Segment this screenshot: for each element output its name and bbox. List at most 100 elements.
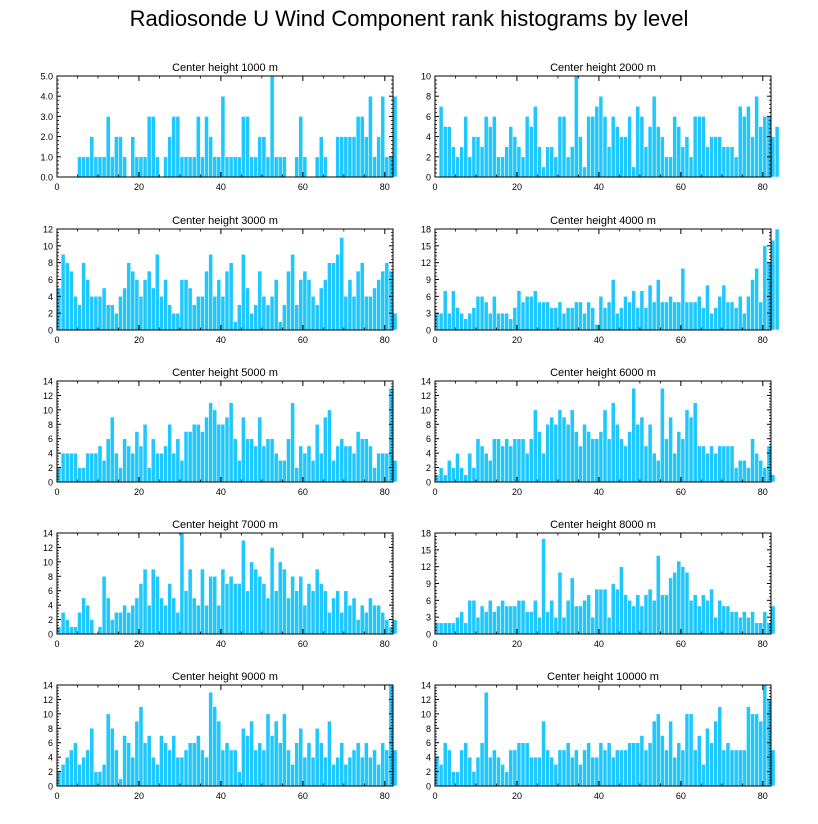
histogram-bar (651, 452, 657, 483)
histogram-bar (93, 771, 99, 787)
y-tick-label: 0 (426, 630, 431, 640)
histogram-bar (105, 438, 111, 483)
histogram-bar (528, 126, 534, 178)
y-tick-label: 4 (426, 132, 431, 142)
y-tick-label: 3.0 (40, 112, 53, 122)
histogram-bar (335, 254, 340, 331)
histogram-bar (762, 245, 768, 331)
histogram-bar (384, 262, 390, 331)
histogram-bar (602, 116, 608, 178)
histogram-bar (717, 136, 722, 178)
histogram-bar (245, 590, 250, 635)
histogram-bar (302, 452, 308, 483)
histogram-bar (155, 764, 160, 787)
histogram-bar (549, 416, 555, 483)
histogram-bar (269, 296, 275, 331)
histogram-bar (553, 307, 559, 331)
y-tick-label: 5.0 (40, 72, 53, 82)
histogram-bar (692, 594, 698, 635)
y-tick-label: 2 (48, 309, 53, 319)
histogram-bar (549, 756, 555, 787)
y-tick-label: 4 (426, 753, 431, 763)
histogram-bar (475, 438, 481, 483)
x-tick-label: 60 (676, 487, 686, 497)
histogram-bar (750, 713, 755, 787)
histogram-bar (351, 452, 357, 483)
histogram-bar (533, 600, 538, 635)
histogram-bar (488, 312, 493, 331)
histogram-bar (438, 764, 444, 787)
histogram-bar (737, 296, 743, 331)
histogram-bar (561, 616, 567, 635)
histogram-bar (541, 538, 546, 635)
histogram-bar (290, 764, 295, 787)
histogram-bar (664, 594, 669, 635)
histogram-bar (187, 742, 193, 787)
histogram-bar (249, 720, 254, 787)
histogram-bar (89, 619, 95, 635)
histogram-bar (696, 296, 702, 331)
histogram-bar (459, 749, 464, 787)
histogram-bar (253, 304, 258, 331)
histogram-bar (261, 136, 267, 178)
histogram-bar (758, 460, 764, 483)
histogram-bar (590, 756, 596, 787)
histogram-bar (294, 467, 299, 483)
histogram-bar (179, 756, 185, 787)
histogram-bar (351, 749, 357, 787)
histogram-bar (606, 616, 612, 635)
panel-title: Center height 3000 m (172, 215, 278, 227)
histogram-bar (167, 424, 172, 483)
histogram-bar (688, 301, 694, 331)
histogram-bar (122, 735, 127, 787)
histogram-bar (631, 166, 636, 178)
histogram-bar (273, 590, 279, 635)
histogram-bar (392, 619, 398, 635)
histogram-bar (610, 756, 616, 787)
x-tick-label: 20 (512, 182, 522, 192)
histogram-bar (717, 445, 723, 483)
histogram-bar (569, 409, 575, 483)
histogram-bar (664, 438, 669, 483)
histogram-bar (508, 445, 514, 483)
histogram-bar (533, 756, 538, 787)
histogram-bar (729, 611, 735, 635)
histogram-bar (380, 742, 386, 787)
histogram-bar (762, 467, 768, 483)
histogram-bar (442, 126, 448, 178)
histogram-bar (376, 764, 381, 787)
histogram-bar (249, 561, 254, 635)
histogram-bar (249, 312, 254, 331)
histogram-bar (504, 605, 509, 635)
histogram-bar (347, 604, 353, 635)
histogram-bar (639, 416, 645, 483)
histogram-bar (483, 691, 489, 787)
histogram-bar (339, 136, 345, 178)
histogram-bar (351, 136, 357, 178)
histogram-bar (150, 116, 156, 178)
histogram-bar (56, 771, 62, 787)
histogram-bar (224, 156, 230, 178)
histogram-panel-2: Center height 2000 m 0 2 4 6 8 10 0 20 40 60 80 (421, 62, 780, 192)
histogram-bar (110, 728, 115, 787)
histogram-bar (516, 600, 522, 635)
histogram-bar (746, 616, 751, 635)
histogram-bar (524, 611, 530, 635)
histogram-bar (122, 438, 127, 483)
histogram-bar (257, 416, 263, 483)
histogram-bar (475, 756, 481, 787)
histogram-bar (81, 467, 86, 483)
histogram-bar (578, 605, 583, 635)
x-tick-label: 60 (298, 335, 308, 345)
histogram-bar (709, 136, 714, 178)
histogram-bar (216, 424, 222, 483)
histogram-bar (729, 445, 735, 483)
histogram-bar (130, 270, 136, 331)
histogram-bar (471, 307, 477, 331)
histogram-bar (508, 749, 514, 787)
histogram-bar (574, 301, 579, 331)
histogram-bar (81, 262, 86, 331)
x-tick-label: 40 (594, 182, 604, 192)
x-tick-label: 0 (54, 182, 59, 192)
histogram-bar (545, 611, 550, 635)
